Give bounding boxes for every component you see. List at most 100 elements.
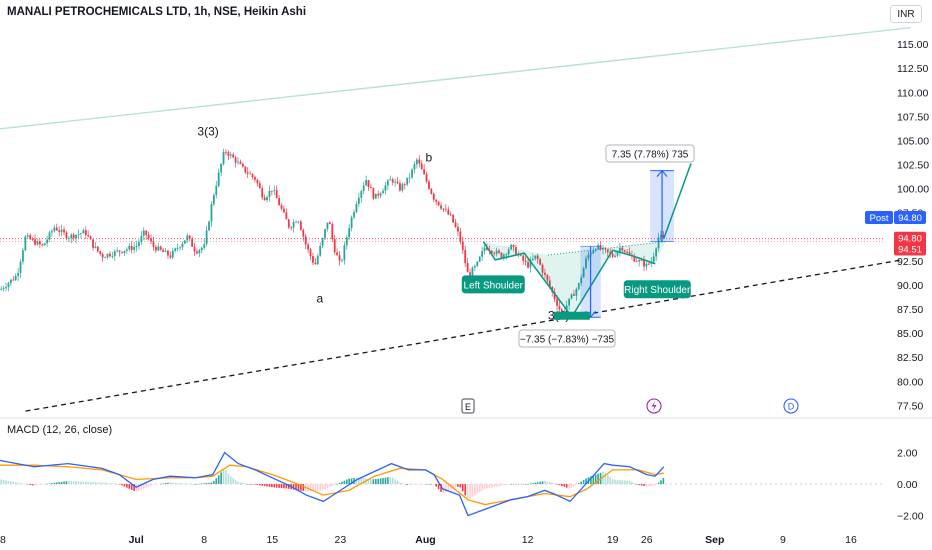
candle	[133, 242, 136, 254]
macd-histogram-bar	[200, 483, 203, 485]
candle-body	[312, 256, 314, 263]
macd-histogram-bar	[106, 483, 109, 485]
candle-body	[444, 208, 447, 210]
macd-histogram-bar	[155, 484, 157, 485]
macd-histogram-bar	[529, 483, 532, 485]
macd-histogram-bar	[459, 484, 462, 488]
candle	[362, 181, 365, 195]
macd-histogram-bar	[275, 484, 278, 488]
candle	[164, 248, 167, 253]
macd-histogram-bar	[150, 484, 152, 486]
candle-body	[556, 299, 558, 306]
macd-histogram-bar	[283, 484, 285, 489]
macd-histogram-bar	[573, 484, 575, 487]
candle	[251, 173, 254, 180]
candle	[626, 249, 629, 254]
macd-histogram-bar	[561, 484, 563, 486]
candle	[495, 247, 498, 257]
macd-histogram-bar	[80, 481, 82, 485]
candle	[215, 181, 218, 199]
macd-histogram-bar	[428, 484, 430, 485]
candle	[217, 168, 220, 188]
macd-histogram-bar	[655, 484, 657, 485]
candle	[635, 257, 638, 263]
price-axis[interactable]: 115.00 112.50 110.00 107.50 105.00 102.50 100.…	[897, 39, 929, 412]
prev-close-tag: 94.51	[894, 242, 926, 256]
macd-histogram-bar	[652, 484, 655, 486]
candle	[602, 245, 604, 255]
candle-body	[527, 261, 529, 268]
macd-histogram-bar	[628, 480, 631, 485]
macd-histogram-bar	[159, 483, 162, 485]
macd-histogram-bar	[631, 481, 633, 485]
macd-histogram-bar	[227, 473, 230, 485]
macd-histogram-bar	[399, 482, 401, 485]
candle-body	[408, 177, 411, 179]
candle	[391, 177, 394, 186]
candle	[183, 240, 186, 244]
candle-body	[507, 249, 510, 255]
macd-histogram-bar	[553, 483, 556, 485]
candle	[244, 166, 247, 175]
price-tick-label: 85.00	[897, 328, 923, 340]
candle	[24, 235, 27, 252]
price-tick-label: 80.00	[897, 376, 923, 388]
candle	[34, 234, 36, 246]
candle-body	[449, 214, 452, 216]
candle	[222, 148, 225, 166]
candle	[198, 248, 201, 258]
macd-histogram-bar	[70, 481, 73, 485]
candle-body	[626, 251, 629, 253]
macd-pane[interactable]: 2.00 0.00 −2.00	[0, 417, 932, 523]
macd-histogram-bar	[345, 479, 348, 485]
candle	[457, 223, 459, 237]
candle	[403, 182, 406, 190]
right-shoulder-label-text: Right Shoulder	[624, 285, 691, 296]
macd-histogram-bar	[396, 480, 399, 485]
candle-body	[343, 245, 346, 261]
candle	[449, 211, 452, 217]
macd-histogram-bar	[493, 484, 496, 488]
candle-body	[128, 246, 131, 250]
time-tick-label: 9	[780, 534, 786, 546]
macd-histogram-bar	[65, 481, 68, 485]
candle	[123, 250, 126, 256]
candle	[283, 205, 285, 214]
macd-histogram-bar	[261, 484, 263, 486]
candle-body	[568, 298, 571, 306]
macd-tick-label: −2.00	[897, 511, 924, 523]
candle-body	[309, 249, 312, 257]
macd-histogram-bar	[312, 484, 314, 492]
macd-histogram-bar	[565, 484, 568, 488]
candle	[41, 243, 44, 247]
currency-button[interactable]: INR	[890, 5, 922, 23]
candle-body	[150, 238, 152, 242]
candle-body	[379, 193, 382, 196]
candle	[324, 228, 326, 241]
candle	[442, 208, 445, 213]
candle	[534, 255, 537, 261]
macd-histogram-bar	[162, 483, 164, 485]
head-shoulders-fill	[483, 241, 666, 317]
macd-histogram-bar	[48, 483, 51, 485]
macd-histogram-bar	[360, 478, 363, 485]
macd-histogram-bar	[300, 484, 302, 491]
candle	[121, 251, 123, 254]
candle-body	[164, 250, 167, 252]
time-tick-label: 18	[0, 534, 6, 546]
candle-body	[353, 212, 355, 218]
candle	[577, 282, 580, 291]
candle	[594, 248, 597, 252]
candle	[437, 201, 440, 207]
candle	[647, 262, 650, 266]
candle-body	[237, 161, 239, 163]
candle	[341, 258, 343, 263]
macd-histogram-bar	[469, 484, 471, 499]
time-axis[interactable]: 18 Jul 8 15 23 Aug 12 19 26 Sep 9 16	[0, 534, 857, 546]
macd-histogram-bar	[278, 484, 280, 488]
macd-histogram-bar	[662, 478, 665, 485]
candle-body	[34, 239, 36, 245]
candle-body	[239, 161, 242, 164]
candle	[531, 253, 534, 261]
